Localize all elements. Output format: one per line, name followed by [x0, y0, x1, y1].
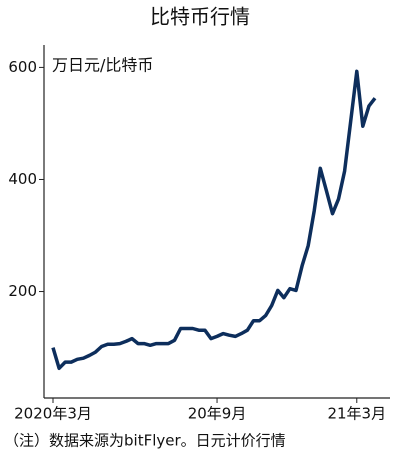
price-line: [51, 69, 377, 371]
x-tick-label: 2020年3月: [14, 405, 92, 423]
y-tick-label: 400: [8, 170, 37, 188]
x-tick-label: 20年9月: [188, 405, 247, 423]
x-tick-label: 21年3月: [327, 405, 386, 423]
y-tick-label: 200: [8, 282, 37, 300]
y-tick-label: 600: [8, 58, 37, 76]
source-note: （注）数据来源为bitFlyer。日元计价行情: [4, 432, 286, 450]
chart-title: 比特币行情: [150, 5, 250, 29]
y-axis-label: 万日元/比特币: [52, 56, 153, 75]
